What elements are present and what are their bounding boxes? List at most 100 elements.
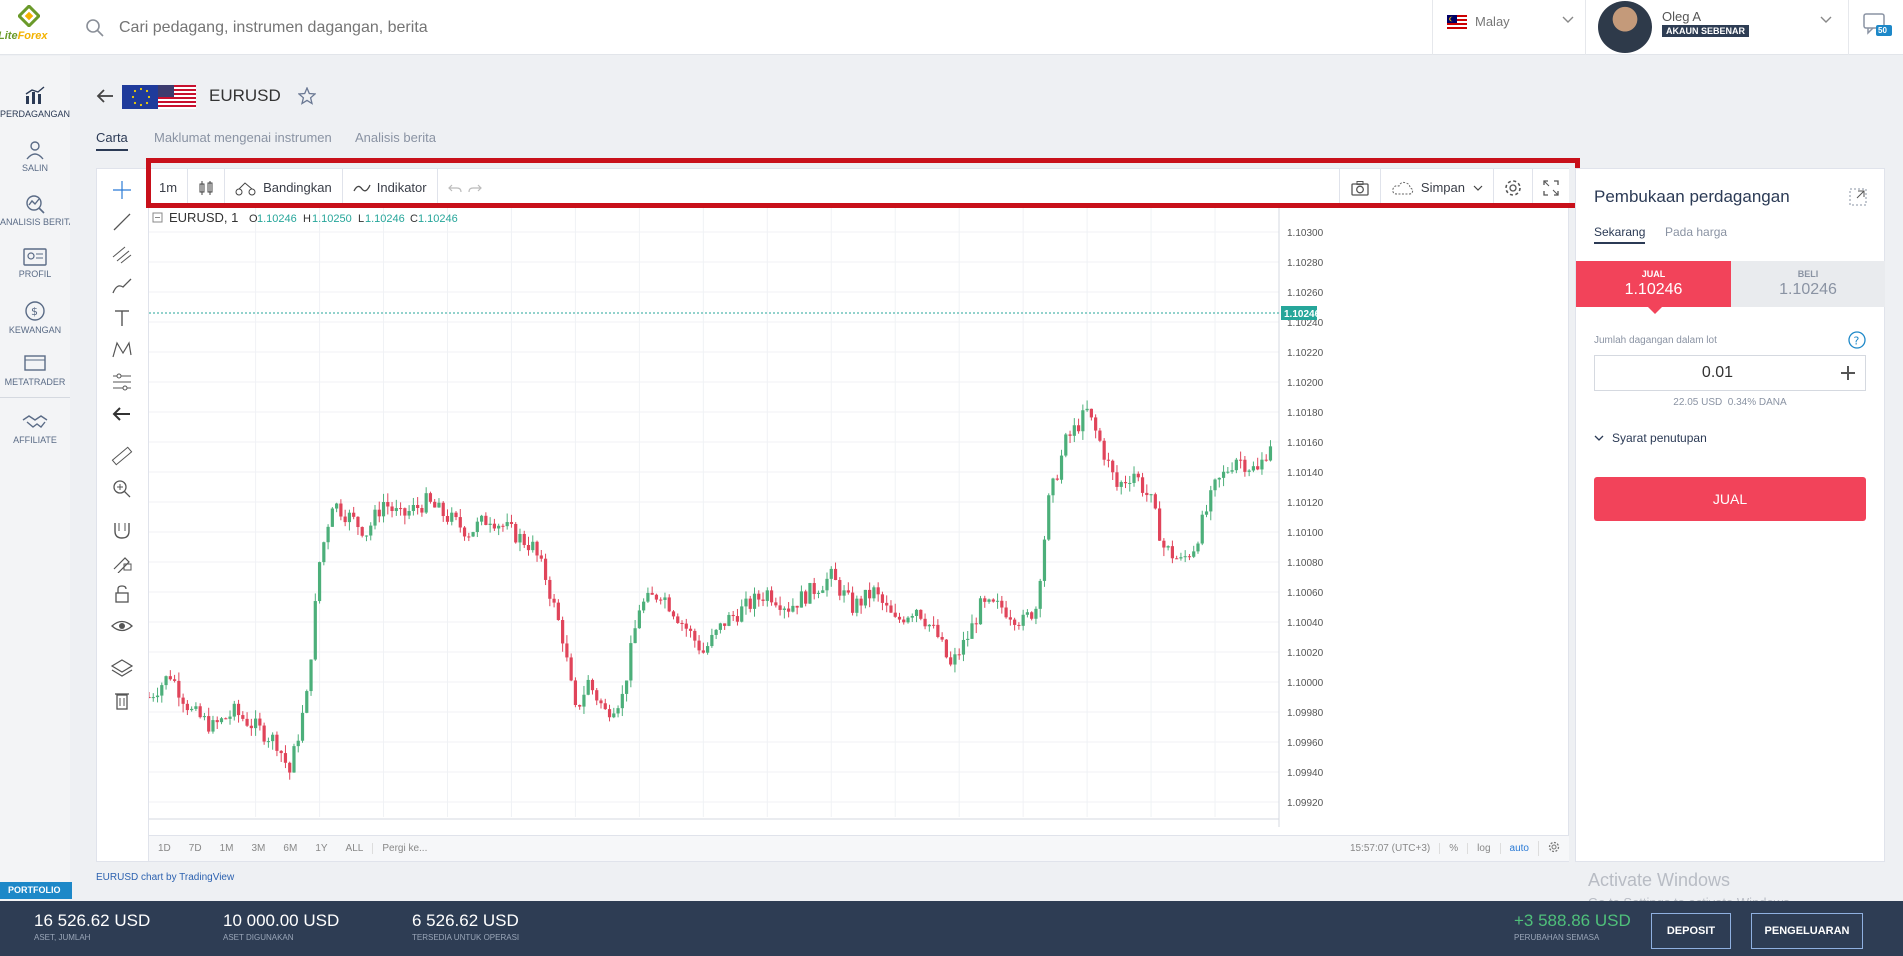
nav-item-copy[interactable]: SALIN — [0, 140, 70, 173]
help-icon[interactable]: ? — [1848, 331, 1866, 349]
layers-icon[interactable] — [109, 657, 135, 679]
withdraw-button[interactable]: PENGELUARAN — [1751, 913, 1863, 949]
time-tick-label: 13:00 — [499, 826, 525, 827]
crosshair-icon[interactable] — [109, 179, 135, 201]
ruler-icon[interactable] — [109, 445, 135, 467]
range-6m[interactable]: 6M — [283, 843, 298, 854]
fullscreen-button[interactable] — [1533, 169, 1569, 207]
lock-icon[interactable] — [109, 583, 135, 605]
lot-size-input[interactable] — [1595, 356, 1840, 390]
candle-body — [501, 525, 505, 527]
tab-instrument-info[interactable]: Maklumat mengenai instrumen — [154, 130, 332, 145]
axis-settings-button[interactable] — [1538, 841, 1569, 856]
trash-icon[interactable] — [109, 689, 135, 711]
candle-body — [561, 620, 565, 644]
price-axis[interactable]: 1.10300 1.10280 1.10260 1.10240 1.10220 1.102… — [1278, 207, 1324, 827]
tab-market-now[interactable]: Sekarang — [1594, 225, 1646, 244]
goto-date-button[interactable]: Pergi ke... — [372, 843, 436, 854]
buy-price-box[interactable]: BELI 1.10246 — [1731, 261, 1885, 307]
candle-body — [812, 583, 816, 594]
pattern-tool-icon[interactable] — [109, 339, 135, 361]
expand-icon[interactable] — [1848, 187, 1868, 207]
percent-toggle[interactable]: % — [1439, 843, 1467, 854]
magnet-icon[interactable] — [109, 519, 135, 541]
margin-amount: 22.05 USD — [1673, 397, 1723, 408]
tab-news-analysis[interactable]: Analisis berita — [355, 130, 436, 145]
range-1d[interactable]: 1D — [158, 843, 171, 854]
messages-button[interactable]: 50 — [1862, 12, 1892, 40]
candle-body — [249, 725, 253, 729]
time-axis[interactable]: 12:00 12:15 12:30 12:45 13:00 13:15 13:30 13:45… — [149, 818, 1292, 827]
time-tick-label: 14:00 — [755, 826, 781, 827]
candle-body — [1111, 460, 1115, 473]
camera-icon — [1351, 180, 1369, 196]
arrow-left-icon[interactable] — [109, 403, 135, 425]
undo-button[interactable] — [438, 169, 498, 207]
trend-line-icon[interactable] — [109, 211, 135, 233]
candle-body — [663, 597, 667, 600]
nav-item-affiliate[interactable]: AFFILIATE — [0, 412, 70, 445]
portfolio-tab[interactable]: PORTFOLIO — [0, 882, 72, 899]
nav-item-profile[interactable]: PROFIL — [0, 248, 70, 279]
range-1m[interactable]: 1M — [219, 843, 234, 854]
candle-body — [326, 526, 330, 543]
candle-body — [1153, 494, 1157, 509]
range-all[interactable]: ALL — [345, 843, 364, 854]
search-bar[interactable] — [85, 12, 1425, 44]
avatar[interactable] — [1598, 1, 1652, 53]
redo-icon[interactable] — [468, 182, 482, 194]
nav-item-trading[interactable]: PERDAGANGAN — [0, 86, 70, 119]
eye-icon[interactable] — [109, 615, 135, 637]
candle-body — [1170, 546, 1174, 559]
range-1y[interactable]: 1Y — [315, 843, 328, 854]
candle-body — [1264, 459, 1268, 461]
candle-body — [932, 624, 936, 626]
legend-collapse-icon[interactable] — [152, 212, 163, 223]
candle-body — [1042, 539, 1047, 581]
candle-body — [791, 605, 795, 612]
plus-icon[interactable] — [1837, 362, 1859, 384]
nav-item-metatrader[interactable]: METATRADER — [0, 354, 70, 387]
sell-price-box[interactable]: JUAL 1.10246 — [1576, 261, 1731, 314]
chart-type-button[interactable] — [188, 168, 226, 207]
deposit-button[interactable]: DEPOSIT — [1651, 913, 1731, 949]
favorite-star-icon[interactable] — [298, 87, 316, 105]
nav-item-news-analysis[interactable]: ANALISIS BERITA — [0, 194, 70, 227]
candle-body — [1081, 410, 1085, 432]
close-conditions-toggle[interactable]: Syarat penutupan — [1594, 431, 1707, 445]
candle-body — [978, 598, 983, 625]
price-chart[interactable]: 1.10300 1.10280 1.10260 1.10240 1.10220 1.102… — [149, 207, 1569, 827]
indicators-button[interactable]: Indikator — [343, 168, 438, 207]
liteforex-logo[interactable]: LiteForex — [0, 0, 70, 55]
save-button[interactable]: Simpan — [1381, 168, 1494, 207]
log-toggle[interactable]: log — [1467, 843, 1499, 854]
candle-body — [1115, 472, 1119, 487]
search-input[interactable] — [119, 19, 719, 37]
text-tool-icon[interactable] — [109, 307, 135, 329]
lot-size-field[interactable] — [1594, 355, 1866, 391]
sell-button[interactable]: JUAL — [1594, 477, 1866, 521]
zoom-in-icon[interactable] — [109, 477, 135, 499]
snapshot-button[interactable] — [1338, 168, 1381, 207]
tab-chart[interactable]: Carta — [96, 130, 128, 151]
prediction-tool-icon[interactable] — [109, 371, 135, 393]
tab-at-price[interactable]: Pada harga — [1665, 225, 1728, 239]
candle-body — [190, 708, 194, 711]
lock-drawing-icon[interactable] — [109, 551, 135, 573]
range-3m[interactable]: 3M — [251, 843, 266, 854]
compare-button[interactable]: Bandingkan — [225, 168, 343, 207]
candle-body — [254, 718, 258, 729]
language-selector[interactable]: Malay — [1447, 14, 1574, 29]
brush-icon[interactable] — [109, 275, 135, 297]
tradingview-credit-link[interactable]: EURUSD chart by TradingView — [96, 872, 235, 883]
range-7d[interactable]: 7D — [188, 843, 202, 854]
chart-settings-button[interactable] — [1494, 168, 1533, 207]
nav-item-finance[interactable]: $ KEWANGAN — [0, 300, 70, 335]
legend-symbol: EURUSD, 1 — [169, 210, 238, 225]
candle-body — [821, 590, 825, 593]
interval-button[interactable]: 1m — [149, 168, 189, 207]
candle-body — [168, 676, 172, 680]
auto-toggle[interactable]: auto — [1499, 843, 1538, 854]
fib-tool-icon[interactable] — [109, 243, 135, 265]
back-arrow-icon[interactable] — [96, 88, 114, 104]
